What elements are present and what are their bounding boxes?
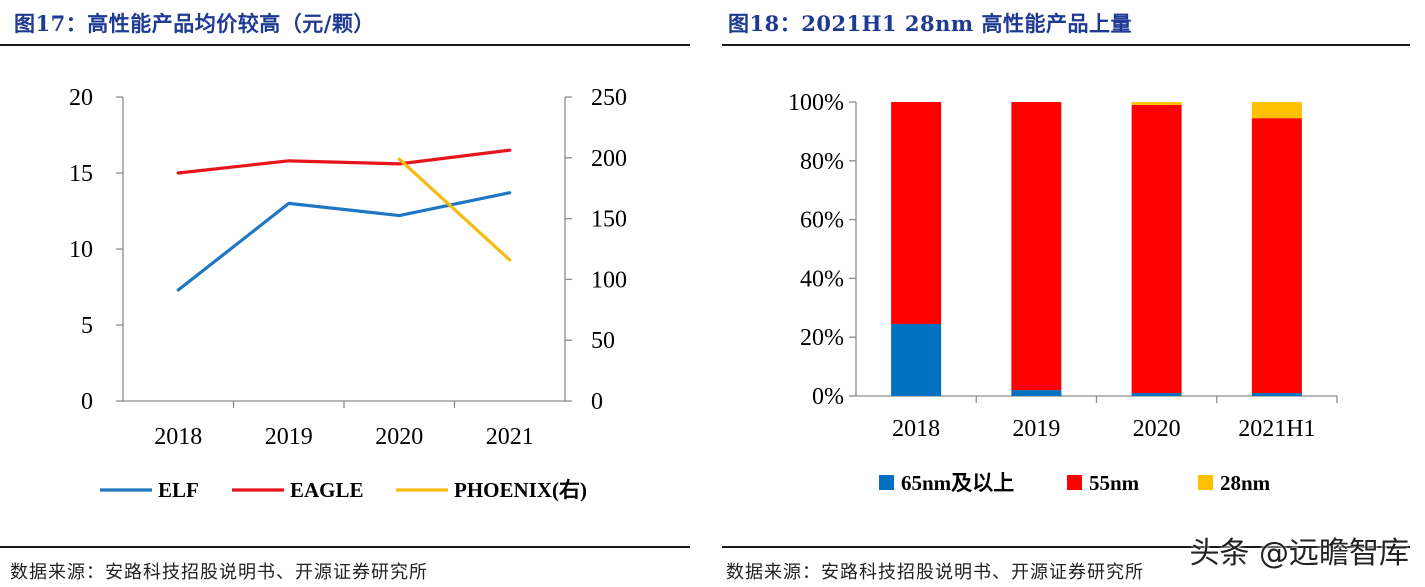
bottom-rule	[722, 546, 1410, 548]
y-right-tick-label: 250	[591, 85, 627, 111]
y-right-tick-label: 150	[591, 207, 627, 233]
legend-label: 55nm	[1089, 471, 1140, 495]
y-tick-label: 100%	[788, 90, 844, 116]
legend-label: ELF	[158, 478, 199, 502]
legend-label: 65nm及以上	[901, 471, 1014, 495]
bar-segment-55nm	[891, 102, 942, 324]
y-right-tick-label: 0	[591, 389, 603, 415]
left-figure-panel: 图17：高性能产品均价较高（元/颗） 0 5 10 15 20 0 50 100 150 200 2…	[0, 0, 700, 587]
right-figure-panel: 图18：2021H1 28nm 高性能产品上量 0% 20% 40% 60% 80% 10…	[722, 0, 1425, 587]
y-left-tick-label: 10	[69, 237, 93, 263]
series-line-elf	[176, 191, 512, 292]
y-right-tick-label: 50	[591, 328, 615, 354]
y-right-tick-label: 200	[591, 146, 627, 172]
y-left-tick-label: 5	[81, 313, 93, 339]
series-line-phoenix	[397, 157, 512, 262]
y-left-tick-label: 15	[69, 161, 93, 187]
y-tick-label: 20%	[800, 325, 844, 351]
x-tick-label: 2021H1	[1238, 416, 1315, 442]
bar-segment-28nm	[1131, 102, 1182, 105]
title-rule	[0, 44, 690, 46]
stacked-bar-chart: 0% 20% 40% 60% 80% 100% 2018 2019 2020 2021H1 65nm…	[788, 90, 1338, 495]
x-tick-label: 2019	[1012, 416, 1060, 442]
legend-label: EAGLE	[290, 478, 364, 502]
legend-swatch	[1067, 475, 1082, 490]
y-tick-label: 0%	[812, 384, 844, 410]
title-rule	[722, 44, 1410, 46]
bar-segment-55nm	[1131, 104, 1182, 394]
x-tick-label: 2020	[375, 424, 423, 450]
bar-segment-55nm	[1251, 118, 1302, 394]
watermark: 头条 @远瞻智库	[1189, 536, 1409, 571]
legend-swatch	[879, 475, 894, 490]
legend-label: 28nm	[1220, 471, 1271, 495]
bar-segment-65nm	[891, 323, 942, 396]
legend-swatch	[1198, 475, 1213, 490]
x-tick-label: 2018	[892, 416, 940, 442]
legend-label: PHOENIX(右)	[454, 478, 587, 502]
bar-segment-65nm	[1011, 390, 1062, 396]
bar-segment-55nm	[1011, 102, 1062, 391]
y-left-tick-label: 0	[81, 389, 93, 415]
y-left-tick-label: 20	[69, 85, 93, 111]
figure-17-source: 数据来源：安路科技招股说明书、开源证券研究所	[10, 562, 428, 583]
bar-segment-65nm	[1251, 393, 1302, 396]
bar-segment-28nm	[1251, 102, 1302, 119]
figure-18-source: 数据来源：安路科技招股说明书、开源证券研究所	[726, 562, 1144, 583]
y-tick-label: 80%	[800, 149, 844, 175]
x-tick-label: 2020	[1133, 416, 1181, 442]
y-right-tick-label: 100	[591, 267, 627, 293]
x-tick-label: 2018	[154, 424, 202, 450]
y-tick-label: 60%	[800, 208, 844, 234]
x-tick-label: 2019	[265, 424, 313, 450]
y-tick-label: 40%	[800, 266, 844, 292]
x-tick-label: 2021	[486, 424, 534, 450]
bar-segment-65nm	[1131, 393, 1182, 396]
figure-18-title: 图18：2021H1 28nm 高性能产品上量	[728, 11, 1132, 36]
figure-17-title: 图17：高性能产品均价较高（元/颗）	[14, 11, 375, 36]
series-line-eagle	[176, 148, 512, 175]
bottom-rule	[0, 546, 690, 548]
